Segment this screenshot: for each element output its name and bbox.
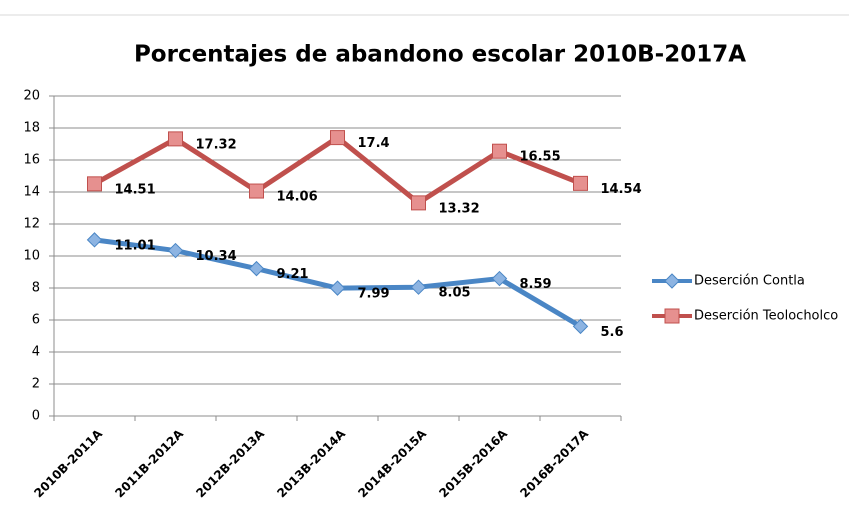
x-tick-label: 2010B-2011A	[31, 426, 105, 500]
y-tick-label: 6	[32, 313, 40, 328]
x-tick-label: 2014B-2015A	[355, 426, 429, 500]
x-tick-label: 2011B-2012A	[112, 426, 186, 500]
y-tick-label: 8	[32, 281, 40, 296]
marker	[664, 273, 680, 289]
data-label: 14.06	[277, 190, 318, 205]
marker	[573, 175, 588, 191]
data-label: 11.01	[115, 238, 156, 253]
data-label: 9.21	[277, 267, 309, 282]
y-tick-label: 0	[32, 409, 40, 424]
y-tick-label: 20	[23, 89, 40, 104]
data-label: 8.05	[439, 286, 471, 301]
marker	[491, 270, 508, 287]
data-label: 7.99	[358, 287, 390, 302]
y-tick-label: 2	[32, 377, 40, 392]
x-tick-label: 2012B-2013A	[193, 426, 267, 500]
legend-label: Deserción Contla	[694, 274, 805, 289]
y-tick-label: 10	[23, 249, 40, 264]
data-label: 17.32	[196, 137, 237, 152]
marker	[330, 130, 345, 146]
marker	[411, 195, 426, 211]
x-tick-label: 2016B-2017A	[517, 426, 591, 500]
y-tick-label: 14	[23, 185, 40, 200]
marker	[168, 131, 183, 147]
legend-label: Deserción Teolocholco	[694, 309, 838, 324]
chart-title: Porcentajes de abandono escolar 2010B-20…	[134, 42, 746, 68]
data-label: 16.55	[520, 150, 561, 165]
y-tick-label: 16	[23, 153, 40, 168]
marker	[572, 318, 589, 335]
data-label: 10.34	[196, 249, 237, 264]
x-tick-label: 2013B-2014A	[274, 426, 348, 500]
series-line	[93, 135, 582, 206]
data-label: 5.6	[601, 325, 624, 340]
marker	[248, 260, 265, 277]
marker	[329, 280, 346, 296]
data-label: 14.51	[115, 182, 156, 197]
y-tick-label: 12	[23, 217, 40, 232]
data-label: 8.59	[520, 277, 552, 292]
x-tick-label: 2015B-2016A	[436, 426, 510, 500]
data-label: 17.4	[358, 136, 390, 151]
y-tick-label: 18	[23, 121, 40, 136]
marker	[87, 176, 102, 192]
marker	[167, 242, 184, 259]
marker	[86, 232, 103, 248]
marker	[492, 143, 507, 159]
marker	[664, 308, 680, 324]
marker	[410, 279, 427, 295]
y-tick-label: 4	[32, 345, 40, 360]
data-label: 13.32	[439, 201, 480, 216]
marker	[249, 183, 264, 199]
data-label: 14.54	[601, 182, 642, 197]
